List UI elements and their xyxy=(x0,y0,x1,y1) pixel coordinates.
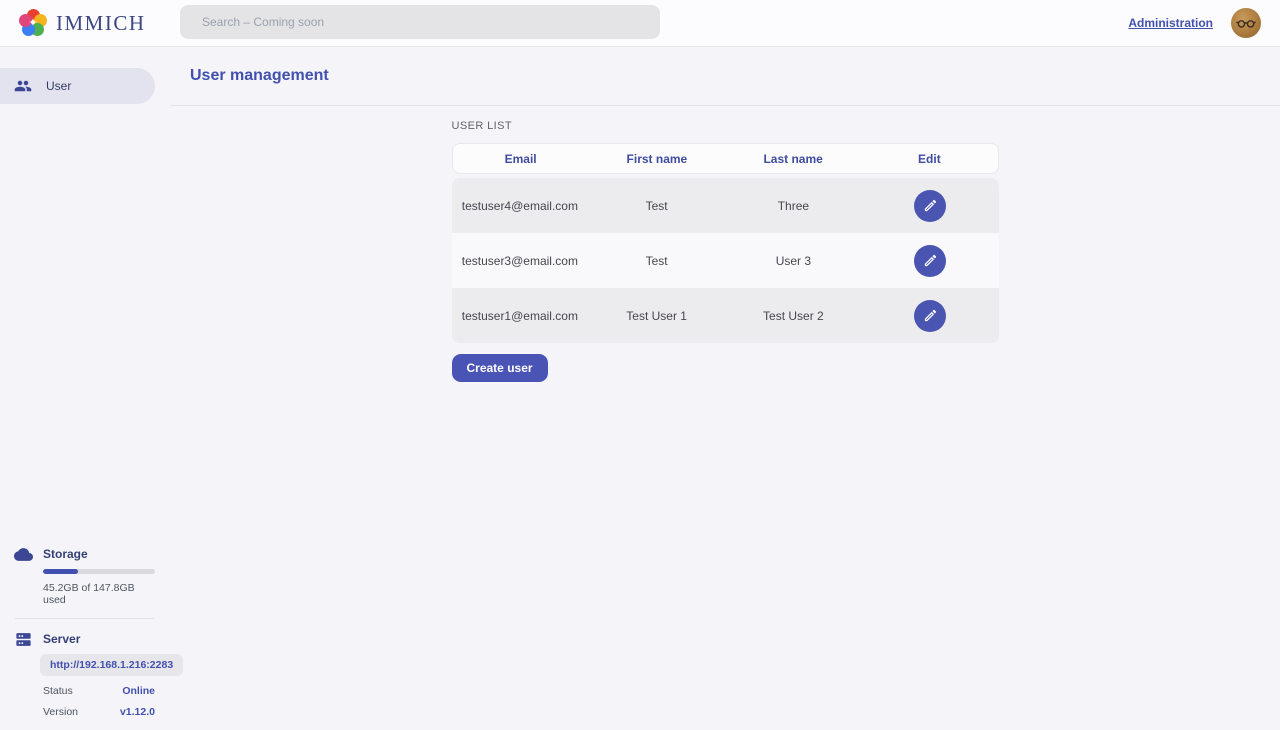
column-header-first-name: First name xyxy=(626,151,688,166)
sidebar-item-user[interactable]: User xyxy=(0,68,155,104)
pencil-icon xyxy=(924,309,936,322)
cell-first-name: Test xyxy=(645,198,668,213)
glasses-icon xyxy=(1236,20,1256,28)
user-list-content: USER LIST Email First name Last name Edi… xyxy=(451,120,999,382)
pencil-icon xyxy=(924,254,936,267)
sidebar: User Storage 45.2GB of 147.8GB used xyxy=(0,47,184,730)
immich-flower-icon: ✦ xyxy=(18,8,48,38)
status-value: Online xyxy=(122,685,155,697)
users-group-icon xyxy=(14,80,32,92)
table-header: Email First name Last name Edit xyxy=(451,143,999,174)
cell-last-name: Three xyxy=(777,198,810,213)
cloud-icon xyxy=(14,548,33,561)
section-label: USER LIST xyxy=(451,120,512,132)
user-avatar[interactable] xyxy=(1231,8,1261,38)
top-bar: ✦ IMMICH Administration xyxy=(0,0,1280,47)
storage-progress-bar xyxy=(43,569,155,574)
server-version-row: Version v1.12.0 xyxy=(43,706,155,718)
cell-last-name: Test User 2 xyxy=(763,308,824,323)
edit-user-button[interactable] xyxy=(914,244,947,277)
cell-email: testuser1@email.com xyxy=(461,308,578,323)
server-title: Server xyxy=(43,632,81,646)
storage-progress-fill xyxy=(43,569,78,574)
server-status-row: Status Online xyxy=(43,685,155,697)
edit-user-button[interactable] xyxy=(914,189,947,222)
cell-first-name: Test xyxy=(645,253,668,268)
server-icon xyxy=(16,633,31,646)
sidebar-item-label: User xyxy=(46,79,72,93)
page-header: User management xyxy=(170,47,1280,106)
user-table: testuser4@email.com Test Three testuser3… xyxy=(451,178,999,343)
version-value: v1.12.0 xyxy=(119,706,155,718)
status-label: Status xyxy=(43,685,73,697)
table-row: testuser4@email.com Test Three xyxy=(451,178,999,233)
immich-logo[interactable]: ✦ IMMICH xyxy=(18,8,146,38)
sidebar-divider xyxy=(15,618,154,619)
edit-user-button[interactable] xyxy=(914,299,947,332)
column-header-email: Email xyxy=(504,151,537,166)
administration-link[interactable]: Administration xyxy=(1128,16,1213,30)
server-url-badge: http://192.168.1.216:2283 xyxy=(40,654,184,676)
sidebar-footer: Storage 45.2GB of 147.8GB used xyxy=(0,545,184,718)
main-area: User management USER LIST Email First na… xyxy=(170,47,1280,730)
storage-section: Storage 45.2GB of 147.8GB used xyxy=(0,545,155,606)
table-row: testuser1@email.com Test User 1 Test Use… xyxy=(451,288,999,343)
pencil-icon xyxy=(924,199,936,212)
cell-email: testuser4@email.com xyxy=(461,198,578,213)
cell-first-name: Test User 1 xyxy=(626,308,687,323)
column-header-last-name: Last name xyxy=(763,151,823,166)
search-input[interactable] xyxy=(180,5,660,39)
cell-last-name: User 3 xyxy=(775,253,812,268)
create-user-button[interactable]: Create user xyxy=(451,354,548,382)
storage-title: Storage xyxy=(43,547,88,561)
brand-wordmark: IMMICH xyxy=(56,10,146,35)
cell-email: testuser3@email.com xyxy=(461,253,578,268)
server-section: Server http://192.168.1.216:2283 Status … xyxy=(0,630,184,718)
page-title: User management xyxy=(190,67,329,84)
version-label: Version xyxy=(43,706,79,718)
column-header-edit: Edit xyxy=(918,151,941,166)
table-row: testuser3@email.com Test User 3 xyxy=(451,233,999,288)
storage-usage-text: 45.2GB of 147.8GB used xyxy=(43,582,135,606)
